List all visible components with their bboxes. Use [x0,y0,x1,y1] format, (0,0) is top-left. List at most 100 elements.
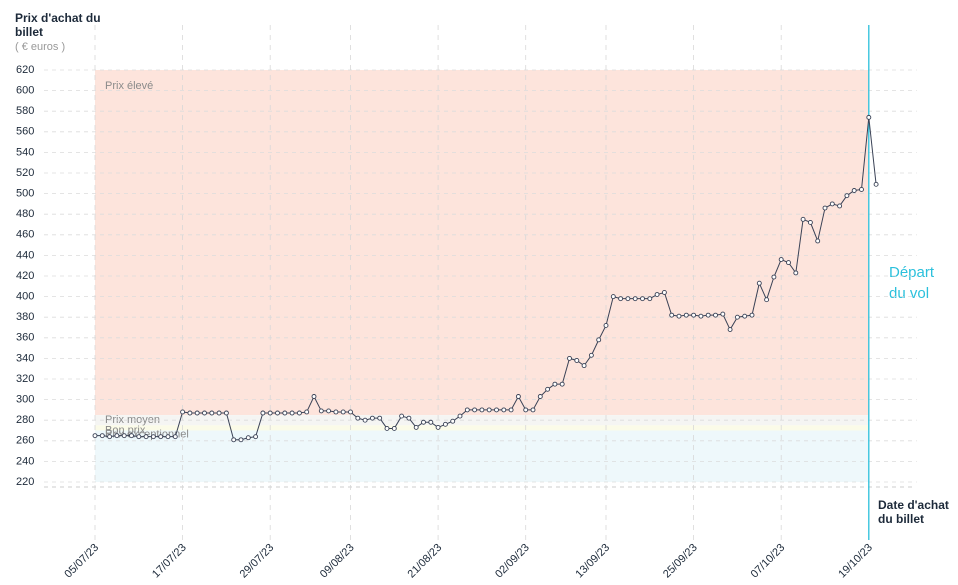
price-point [552,381,558,387]
price-point [873,181,879,187]
price-point [143,434,149,440]
price-point [625,296,631,302]
band-label: Bon prix [105,424,146,436]
price-point [384,425,390,431]
price-point [647,296,653,302]
price-point [450,418,456,424]
price-point [129,433,134,439]
y-tick-label: 540 [16,146,34,158]
price-point [362,417,368,423]
price-band [95,415,869,426]
price-point [545,386,551,392]
price-point [223,410,229,416]
y-axis-title: Prix d'achat du billet [15,11,101,39]
price-point [581,363,587,369]
price-point [114,433,120,439]
price-point [479,407,485,413]
price-point [537,394,543,399]
price-point [406,415,412,421]
y-tick-label: 600 [16,85,34,97]
price-point [377,415,383,421]
price-point [676,313,682,319]
price-point [486,407,492,413]
price-point [494,407,499,413]
price-point [399,413,405,419]
price-point [640,296,645,302]
price-point [172,434,178,440]
x-tick-label: 05/07/23 [62,542,101,581]
x-tick-label: 02/09/23 [493,542,532,581]
price-point [742,313,748,319]
price-point [340,409,346,415]
price-point [99,433,105,439]
y-tick-label: 400 [16,291,34,303]
price-point [610,294,616,300]
x-tick-label: 25/09/23 [661,542,700,581]
price-point [698,313,704,319]
price-point [574,358,580,363]
price-point [530,407,536,413]
y-tick-label: 480 [16,208,34,220]
price-point [275,410,280,416]
price-point [180,409,186,415]
y-tick-label: 380 [16,311,34,323]
price-point [778,257,784,262]
price-point [202,410,207,416]
y-tick-label: 280 [16,414,34,426]
price-point [501,407,507,413]
departure-label: Départ du vol [889,264,935,302]
price-point [150,434,156,440]
price-point [333,409,339,415]
price-point [238,437,244,443]
price-point [413,424,419,430]
price-band [95,70,869,416]
x-tick-label: 21/08/23 [406,542,445,581]
price-point [683,312,689,318]
y-tick-label: 460 [16,229,34,241]
y-tick-label: 220 [16,476,34,488]
price-point [822,205,828,211]
price-point [311,394,317,399]
price-point [705,312,711,318]
y-tick-label: 620 [16,64,34,76]
price-point [786,260,791,266]
price-point [267,410,273,416]
y-tick-label: 560 [16,126,34,138]
price-point [632,296,638,302]
price-point [231,437,237,443]
price-band [95,430,869,482]
x-tick-label: 19/10/23 [836,542,875,581]
price-point [253,434,259,440]
price-point [654,292,660,297]
x-tick-label: 07/10/23 [749,542,788,581]
y-tick-label: 320 [16,373,34,385]
x-tick-label: 13/09/23 [573,542,612,581]
price-point [588,352,594,358]
price-point [837,203,843,209]
price-point [158,434,164,440]
price-point [771,274,777,280]
price-point [618,296,624,302]
price-point [435,424,441,430]
price-point [391,425,397,431]
price-point [216,410,222,416]
price-point [567,355,572,361]
price-point [559,381,565,387]
price-point [691,312,697,318]
price-point [326,408,332,414]
price-point [457,413,463,419]
price-point [764,297,770,303]
y-tick-label: 360 [16,332,34,344]
price-point [121,433,127,439]
y-tick-label: 340 [16,352,34,364]
price-point [866,114,872,120]
price-point [800,216,806,222]
price-point [348,409,353,415]
price-point [815,238,821,244]
price-point [807,219,813,225]
price-point [749,312,755,318]
band-label: Prix élevé [105,80,153,92]
price-point [187,410,193,416]
